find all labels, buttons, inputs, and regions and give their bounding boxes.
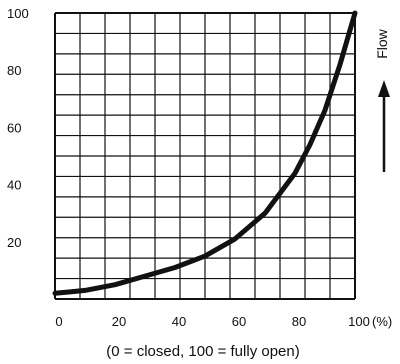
x-unit-label: (%) [372, 314, 392, 329]
x-tick-label: 100 [348, 314, 370, 329]
x-tick-labels: 0 20 40 60 80 100 [55, 314, 369, 329]
y-tick-label: 100 [7, 6, 29, 21]
flow-curve [52, 10, 358, 296]
x-tick-label: 60 [232, 314, 246, 329]
x-axis-caption: (0 = closed, 100 = fully open) [106, 343, 299, 360]
x-tick-label: 80 [292, 314, 306, 329]
x-tick-label: 20 [112, 314, 126, 329]
x-tick-label: 40 [172, 314, 186, 329]
x-tick-label: 0 [55, 314, 62, 329]
y-tick-labels: 20 40 60 80 100 [7, 6, 29, 250]
y-tick-label: 40 [7, 178, 21, 193]
flow-arrow-icon [378, 80, 390, 172]
chart-grid [54, 12, 356, 300]
y-tick-label: 80 [7, 63, 21, 78]
y-tick-label: 20 [7, 235, 21, 250]
y-axis-label: Flow [374, 28, 390, 58]
y-tick-label: 60 [7, 120, 21, 135]
